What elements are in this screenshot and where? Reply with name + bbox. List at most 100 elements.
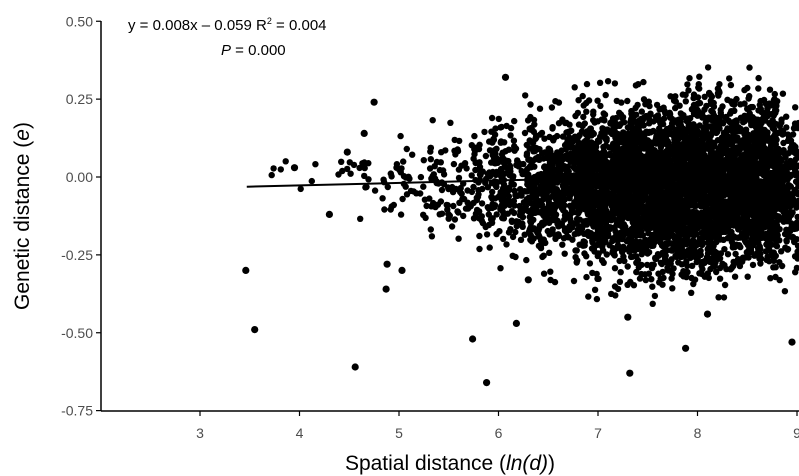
data-point bbox=[653, 179, 660, 186]
data-point bbox=[572, 112, 579, 120]
data-point bbox=[716, 275, 724, 282]
data-point bbox=[632, 82, 640, 89]
data-point bbox=[601, 111, 609, 118]
data-point bbox=[542, 168, 550, 175]
data-point bbox=[270, 165, 277, 172]
data-point bbox=[468, 188, 476, 196]
data-point bbox=[356, 164, 363, 172]
data-point bbox=[644, 167, 651, 174]
data-point bbox=[528, 208, 536, 215]
data-point bbox=[503, 201, 510, 208]
data-point bbox=[641, 207, 648, 214]
data-point bbox=[361, 159, 368, 166]
data-point bbox=[590, 195, 597, 203]
data-point bbox=[526, 228, 533, 235]
data-point bbox=[574, 257, 581, 264]
data-point bbox=[585, 232, 592, 239]
data-point bbox=[645, 98, 652, 105]
data-point bbox=[365, 176, 372, 183]
data-point bbox=[646, 128, 653, 136]
data-point bbox=[705, 274, 712, 282]
data-point bbox=[590, 153, 597, 161]
data-point bbox=[613, 208, 621, 216]
data-point bbox=[675, 223, 682, 230]
data-point bbox=[530, 148, 537, 155]
data-point bbox=[534, 153, 542, 161]
data-point bbox=[593, 209, 600, 216]
data-point bbox=[611, 80, 619, 87]
data-point bbox=[663, 258, 671, 265]
data-point bbox=[625, 167, 632, 175]
data-point bbox=[471, 132, 478, 140]
data-point bbox=[344, 165, 351, 173]
data-point bbox=[619, 114, 627, 121]
data-point bbox=[381, 206, 388, 213]
data-point bbox=[668, 115, 676, 123]
data-point bbox=[667, 93, 674, 100]
data-point bbox=[585, 186, 593, 194]
data-point bbox=[599, 131, 607, 139]
data-point bbox=[537, 243, 545, 250]
data-point bbox=[616, 131, 623, 138]
data-point bbox=[590, 130, 597, 137]
data-point bbox=[737, 114, 745, 122]
data-point bbox=[634, 159, 641, 166]
data-point bbox=[527, 113, 534, 121]
data-point bbox=[672, 104, 679, 112]
data-point bbox=[476, 245, 483, 253]
data-point bbox=[437, 198, 445, 205]
data-point bbox=[559, 241, 566, 248]
data-point bbox=[638, 251, 645, 258]
data-point bbox=[649, 300, 656, 307]
data-point bbox=[479, 185, 486, 193]
data-point bbox=[682, 130, 689, 138]
data-point bbox=[611, 252, 618, 259]
data-point bbox=[616, 257, 623, 265]
data-point bbox=[444, 184, 452, 191]
data-point bbox=[510, 137, 518, 144]
data-point bbox=[523, 188, 530, 195]
data-point bbox=[660, 115, 668, 122]
data-point bbox=[635, 244, 642, 251]
data-point bbox=[627, 118, 634, 126]
data-point bbox=[619, 215, 626, 223]
data-point bbox=[655, 133, 663, 140]
data-point bbox=[575, 97, 582, 104]
data-point bbox=[648, 191, 656, 199]
data-point bbox=[471, 151, 478, 158]
data-point bbox=[675, 249, 683, 256]
data-point bbox=[621, 157, 628, 164]
data-point bbox=[655, 252, 663, 259]
data-point bbox=[558, 220, 565, 227]
data-point bbox=[606, 242, 613, 249]
data-point bbox=[551, 216, 558, 224]
data-point bbox=[509, 252, 516, 259]
data-point bbox=[606, 144, 613, 151]
data-point bbox=[691, 244, 698, 251]
data-point bbox=[651, 218, 659, 225]
data-point bbox=[618, 247, 625, 254]
data-point bbox=[513, 222, 520, 230]
data-point bbox=[698, 229, 705, 237]
data-point bbox=[628, 154, 635, 162]
data-point bbox=[447, 119, 454, 127]
data-point bbox=[438, 186, 446, 194]
data-point bbox=[581, 120, 588, 127]
data-point bbox=[644, 224, 651, 231]
data-point bbox=[517, 236, 525, 243]
data-point bbox=[690, 91, 698, 98]
data-point bbox=[476, 171, 484, 178]
data-point bbox=[594, 97, 601, 104]
data-point bbox=[615, 177, 622, 185]
data-point bbox=[718, 119, 725, 126]
data-point bbox=[400, 158, 407, 165]
data-point bbox=[616, 197, 623, 205]
data-point bbox=[613, 97, 620, 105]
data-point bbox=[297, 185, 304, 193]
data-point bbox=[399, 195, 406, 203]
data-point bbox=[583, 219, 591, 226]
data-point bbox=[529, 127, 536, 134]
data-point bbox=[707, 97, 714, 105]
data-point bbox=[597, 102, 604, 110]
data-point bbox=[555, 231, 562, 238]
